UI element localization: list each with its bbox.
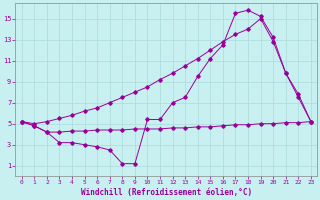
X-axis label: Windchill (Refroidissement éolien,°C): Windchill (Refroidissement éolien,°C) — [81, 188, 252, 197]
